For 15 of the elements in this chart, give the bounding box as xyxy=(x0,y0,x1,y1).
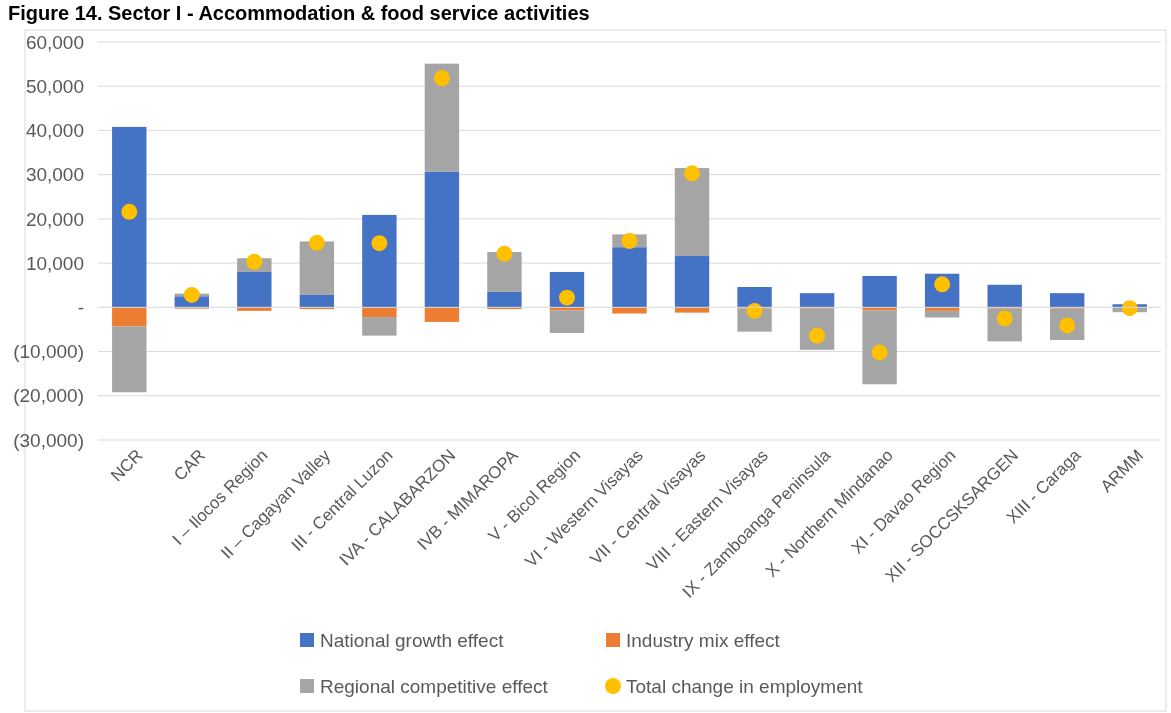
y-tick-label: (20,000) xyxy=(13,385,84,407)
legend-label: Industry mix effect xyxy=(626,629,781,651)
y-tick-label: 30,000 xyxy=(25,164,84,186)
y-tick-label: 50,000 xyxy=(25,75,84,97)
legend-label: National growth effect xyxy=(320,629,505,651)
legend-label: Total change in employment xyxy=(626,675,864,697)
chart-title: Figure 14. Sector I - Accommodation & food service activities xyxy=(8,2,590,24)
legend-label: Regional competitive effect xyxy=(320,675,549,697)
y-tick-label: (10,000) xyxy=(13,341,84,363)
y-tick-label: - xyxy=(77,296,84,318)
y-tick-label: 60,000 xyxy=(25,31,84,53)
y-tick-label: 20,000 xyxy=(25,208,84,230)
y-tick-label: 10,000 xyxy=(25,252,84,274)
y-tick-label: 40,000 xyxy=(25,120,84,142)
y-tick-label: (30,000) xyxy=(13,429,84,451)
